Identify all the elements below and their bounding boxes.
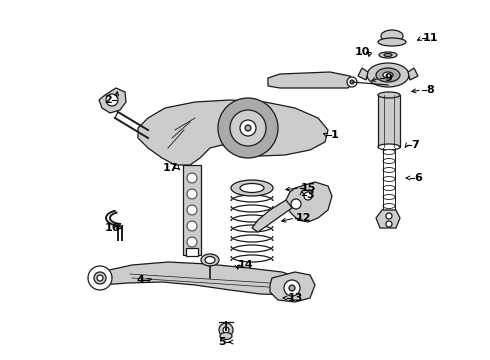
Text: 10: 10 [354, 47, 369, 57]
Polygon shape [270, 272, 315, 302]
Ellipse shape [383, 158, 395, 163]
Ellipse shape [383, 149, 395, 154]
Ellipse shape [378, 144, 400, 150]
Circle shape [289, 285, 295, 291]
Circle shape [386, 221, 392, 227]
Circle shape [94, 272, 106, 284]
Circle shape [223, 327, 229, 333]
Ellipse shape [383, 194, 395, 199]
Circle shape [386, 213, 392, 219]
Ellipse shape [383, 203, 395, 208]
Text: 15: 15 [300, 183, 316, 193]
Ellipse shape [381, 30, 403, 42]
Ellipse shape [367, 63, 409, 87]
Polygon shape [138, 100, 328, 165]
Text: 3: 3 [306, 190, 314, 200]
Polygon shape [286, 182, 332, 222]
Ellipse shape [220, 333, 232, 339]
Circle shape [240, 120, 256, 136]
Ellipse shape [187, 205, 197, 215]
Circle shape [291, 199, 301, 209]
Polygon shape [99, 88, 126, 113]
Bar [378, 95, 400, 147]
Ellipse shape [379, 52, 397, 58]
Text: 7: 7 [411, 140, 419, 150]
Text: 13: 13 [287, 293, 303, 303]
Ellipse shape [376, 68, 400, 82]
Circle shape [284, 280, 300, 296]
Text: 14: 14 [237, 260, 253, 270]
Ellipse shape [383, 176, 395, 181]
Circle shape [304, 192, 312, 200]
Text: 2: 2 [104, 95, 112, 105]
Bar [183, 165, 201, 255]
Circle shape [245, 125, 251, 131]
Polygon shape [268, 72, 355, 88]
Text: 1: 1 [331, 130, 339, 140]
Ellipse shape [187, 189, 197, 199]
Ellipse shape [384, 54, 392, 57]
Polygon shape [408, 68, 418, 80]
Circle shape [88, 266, 112, 290]
Text: 11: 11 [422, 33, 438, 43]
Circle shape [97, 275, 103, 281]
Text: 8: 8 [426, 85, 434, 95]
Ellipse shape [187, 221, 197, 231]
Ellipse shape [383, 72, 393, 78]
Bar [186, 248, 198, 256]
Polygon shape [252, 200, 292, 232]
Ellipse shape [231, 180, 273, 196]
Text: 5: 5 [218, 337, 226, 347]
Polygon shape [100, 262, 302, 295]
Circle shape [347, 77, 357, 87]
Text: 6: 6 [414, 173, 422, 183]
Text: 9: 9 [384, 73, 392, 83]
Ellipse shape [378, 38, 406, 46]
Ellipse shape [240, 184, 264, 193]
Polygon shape [358, 68, 368, 80]
Polygon shape [376, 210, 400, 228]
Text: 17: 17 [162, 163, 178, 173]
Ellipse shape [205, 256, 215, 264]
Text: 4: 4 [136, 275, 144, 285]
Circle shape [230, 110, 266, 146]
Circle shape [350, 80, 354, 84]
Text: 12: 12 [295, 213, 311, 223]
Ellipse shape [187, 237, 197, 247]
Circle shape [106, 94, 118, 106]
Ellipse shape [378, 92, 400, 98]
Circle shape [218, 98, 278, 158]
Circle shape [219, 323, 233, 337]
Ellipse shape [383, 185, 395, 190]
Ellipse shape [201, 254, 219, 266]
Ellipse shape [383, 167, 395, 172]
Text: 16: 16 [104, 223, 120, 233]
Ellipse shape [187, 173, 197, 183]
